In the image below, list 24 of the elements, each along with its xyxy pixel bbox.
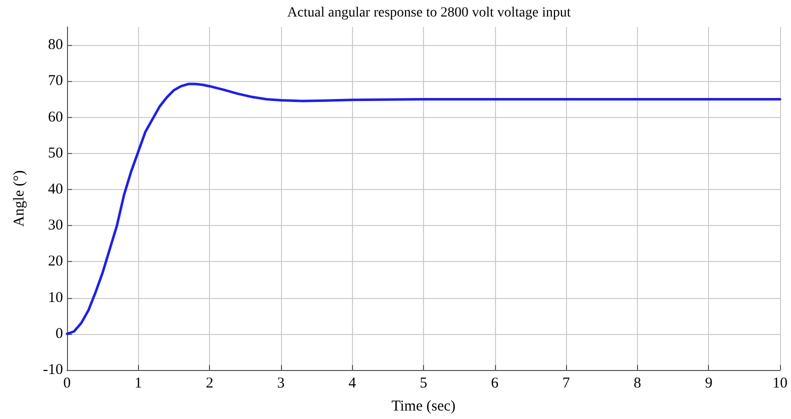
x-tick-label: 3 <box>277 376 285 392</box>
y-tick-label: 0 <box>56 326 63 342</box>
y-axis-title: Angle (°) <box>12 170 28 227</box>
y-tick-label: 30 <box>48 218 63 234</box>
y-tick-label: 40 <box>48 181 63 198</box>
y-tick-label: 50 <box>48 145 63 162</box>
y-tick-label: -10 <box>43 362 63 378</box>
y-tick-label: 20 <box>48 254 63 270</box>
x-tick-label: 7 <box>562 376 570 392</box>
y-tick-label: 10 <box>48 290 63 306</box>
chart-title: Actual angular response to 2800 volt voltage input <box>287 6 571 20</box>
y-tick-label: 60 <box>48 109 63 126</box>
y-tick-label: 70 <box>48 73 63 90</box>
x-tick-label: 8 <box>634 376 642 392</box>
x-tick-label: 9 <box>704 376 712 392</box>
x-tick-label: 10 <box>772 376 788 392</box>
y-tick-label: 80 <box>48 37 63 54</box>
x-axis-title: Time (sec) <box>391 398 456 414</box>
x-tick-label: 6 <box>491 376 500 392</box>
x-tick-label: 5 <box>420 376 428 392</box>
x-tick-label: 2 <box>206 376 214 392</box>
x-tick-label: 4 <box>348 376 356 392</box>
x-tick-label: 1 <box>134 376 142 392</box>
line-series <box>66 82 782 336</box>
